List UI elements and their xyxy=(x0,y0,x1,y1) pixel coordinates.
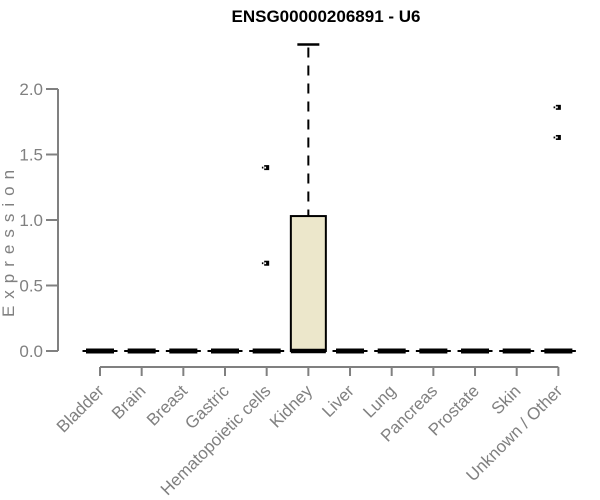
zero-box-median-prostate xyxy=(461,348,490,354)
chart-title: ENSG00000206891 - U6 xyxy=(231,7,421,26)
y-tick-label: 0.5 xyxy=(19,277,43,296)
zero-box-median-pancreas xyxy=(419,348,448,354)
y-tick-label: 0.0 xyxy=(19,342,43,361)
outlier-point-hematopoietic-cells xyxy=(264,165,270,171)
outlier-point-unknown-other xyxy=(555,104,561,110)
box-kidney xyxy=(289,215,327,352)
outlier-point-nub xyxy=(553,106,556,109)
outlier-point-nub xyxy=(261,262,264,265)
zero-box-median-bladder xyxy=(86,348,114,354)
zero-box-median-skin xyxy=(502,348,531,354)
y-tick-label: 1.0 xyxy=(19,211,43,230)
outlier-point-unknown-other xyxy=(555,134,561,140)
x-tick-label-liver: Liver xyxy=(318,381,358,421)
y-tick-label: 1.5 xyxy=(19,146,43,165)
outlier-point-notch xyxy=(556,136,558,139)
outlier-point-notch xyxy=(556,106,558,109)
zero-box-median-brain xyxy=(127,348,156,354)
outlier-point-notch xyxy=(264,166,267,169)
outlier-point-nub xyxy=(261,166,264,169)
x-tick-label-skin: Skin xyxy=(488,381,525,418)
outlier-point-notch xyxy=(264,262,267,265)
x-tick-label-kidney: Kidney xyxy=(266,381,317,432)
zero-box-median-breast xyxy=(169,348,198,354)
zero-box-median-lung xyxy=(377,348,406,354)
zero-box-median-hematopoietic-cells xyxy=(252,348,281,354)
outlier-point-nub xyxy=(553,136,556,139)
x-tick-label-bladder: Bladder xyxy=(53,381,108,436)
y-axis-title: Expression xyxy=(0,163,18,317)
y-tick-label: 2.0 xyxy=(19,80,43,99)
outlier-point-hematopoietic-cells xyxy=(264,260,270,266)
zero-box-median-gastric xyxy=(211,348,240,354)
zero-box-median-liver xyxy=(336,348,365,354)
zero-box-median-unknown-other xyxy=(544,348,573,354)
